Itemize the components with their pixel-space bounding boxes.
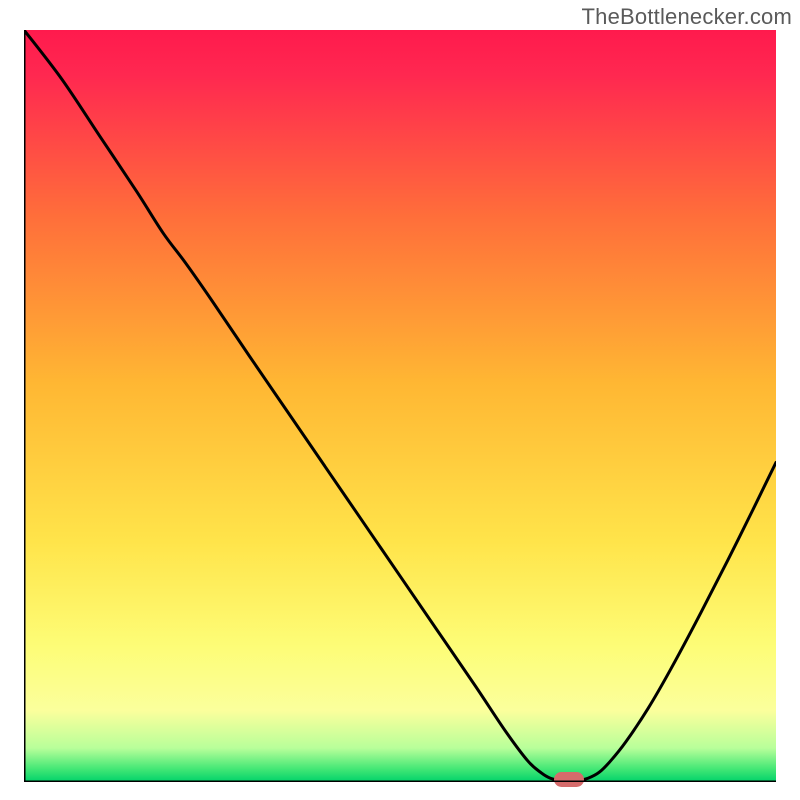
watermark-text: TheBottlenecker.com <box>582 4 792 30</box>
optimal-point-marker <box>554 772 584 787</box>
chart-container <box>24 30 776 782</box>
bottleneck-curve <box>24 30 776 782</box>
